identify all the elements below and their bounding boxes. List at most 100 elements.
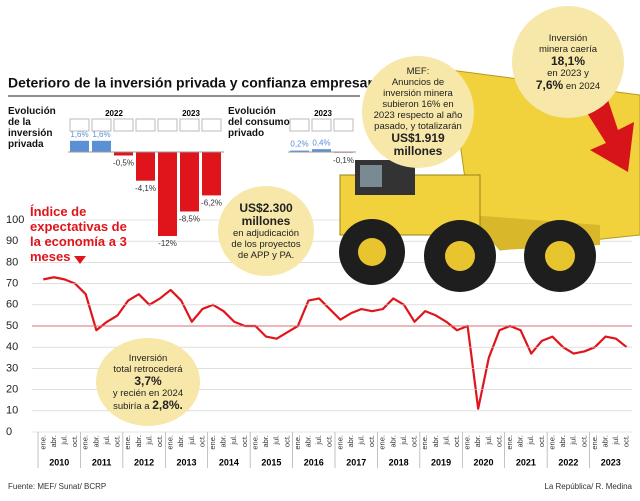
note-text: de los proyectos — [231, 238, 301, 250]
category-box — [157, 118, 178, 132]
x-tick-label: jul. — [229, 435, 238, 446]
year-label: 2022 — [558, 457, 578, 467]
value-label: 0,4% — [312, 138, 330, 147]
category-box — [135, 118, 156, 132]
source: Fuente: MEF/ Sunat/ BCRP — [8, 482, 106, 491]
x-tick-label: jul. — [60, 435, 69, 446]
category-box — [311, 118, 332, 132]
value-label: 1,6% — [92, 130, 110, 139]
chart-title: Evolución del consumo privado — [228, 106, 290, 139]
x-tick-label: ene. — [208, 435, 217, 450]
y-tick-label: 30 — [6, 362, 18, 374]
y-tick-label: 10 — [6, 405, 18, 417]
bar — [136, 152, 155, 181]
x-tick-label: abr. — [261, 435, 270, 448]
group-label: 2023 — [182, 109, 200, 118]
value-label: -4,1% — [135, 184, 156, 193]
x-tick-label: oct. — [282, 435, 291, 447]
x-tick-label: abr. — [516, 435, 525, 448]
x-tick-label: jul. — [441, 435, 450, 446]
chart-title: Evolución de la inversión privada — [8, 106, 56, 150]
page-title: Deterioro de la inversión privada y conf… — [8, 75, 388, 91]
year-label: 2021 — [516, 457, 536, 467]
x-tick-label: oct. — [537, 435, 546, 447]
bar — [290, 150, 309, 152]
note-text: 2,8%. — [152, 397, 183, 412]
note-text: pasado, y totalizarán — [374, 121, 462, 132]
value-label: -0,1% — [333, 156, 354, 165]
x-tick-label: oct. — [113, 435, 122, 447]
x-tick-label: abr. — [431, 435, 440, 448]
year-label: 2018 — [389, 457, 409, 467]
x-tick-label: oct. — [494, 435, 503, 447]
category-box — [201, 118, 222, 132]
x-tick-label: oct. — [155, 435, 164, 447]
note-text: Anuncios de — [391, 77, 445, 88]
bar — [114, 152, 133, 156]
x-tick-label: ene. — [38, 435, 47, 450]
x-tick-label: oct. — [452, 435, 461, 447]
year-label: 2020 — [473, 457, 493, 467]
note-bubble: Inversión total retrocederá 3,7% y recié… — [96, 338, 200, 426]
x-tick-label: jul. — [314, 435, 323, 446]
y-tick-label: 80 — [6, 256, 18, 268]
note-text: minera caería — [538, 43, 598, 55]
bar — [92, 140, 111, 152]
year-label: 2023 — [601, 457, 621, 467]
x-tick-label: ene. — [81, 435, 90, 450]
x-tick-label: ene. — [250, 435, 259, 450]
note-text: 7,6% — [535, 77, 564, 92]
x-tick-label: oct. — [622, 435, 631, 447]
bar — [158, 152, 177, 236]
note-text: en adjudicación — [232, 227, 300, 239]
value-label: 1,6% — [70, 130, 88, 139]
x-tick-label: jul. — [102, 435, 111, 446]
line-series — [43, 276, 628, 410]
year-label: 2011 — [92, 457, 112, 467]
y-tick-label: 70 — [6, 278, 18, 290]
x-tick-label: abr. — [388, 435, 397, 448]
note-text: MEF: — [406, 66, 430, 77]
year-label: 2012 — [134, 457, 154, 467]
category-box — [333, 118, 354, 132]
x-tick-label: oct. — [367, 435, 376, 447]
x-tick-label: ene. — [420, 435, 429, 450]
year-label: 2016 — [304, 457, 324, 467]
category-box — [69, 118, 90, 132]
x-tick-label: oct. — [197, 435, 206, 447]
value-label: -0,5% — [113, 159, 134, 168]
note-bubble: US$2.300 millones en adjudicación de los… — [218, 186, 314, 276]
note-text: en 2024 — [565, 80, 601, 92]
note-text: subieron 16% en — [382, 99, 454, 110]
note-text: millones — [393, 144, 443, 158]
value-label: -8,5% — [179, 215, 200, 224]
x-tick-label: jul. — [187, 435, 196, 446]
x-tick-label: ene. — [123, 435, 132, 450]
x-tick-label: ene. — [378, 435, 387, 450]
note-text: y recién en 2024 — [112, 387, 184, 399]
pointer — [74, 256, 86, 264]
x-tick-label: jul. — [357, 435, 366, 446]
x-tick-label: abr. — [49, 435, 58, 448]
x-tick-label: ene. — [505, 435, 514, 450]
category-box — [289, 118, 310, 132]
bar — [312, 149, 331, 152]
note-text: 3,7% — [134, 373, 162, 388]
note-bubble: Inversión minera caería 18,1% en 2023 y … — [512, 6, 624, 118]
note-bubble: MEF: Anuncios de inversión minera subier… — [362, 56, 474, 168]
category-box — [91, 118, 112, 132]
note-text: en 2023 y — [547, 67, 589, 79]
x-tick-label: jul. — [272, 435, 281, 446]
x-tick-label: ene. — [335, 435, 344, 450]
x-tick-label: jul. — [569, 435, 578, 446]
bar — [180, 152, 199, 212]
x-tick-label: oct. — [410, 435, 419, 447]
value-label: -12% — [158, 239, 177, 248]
category-box — [179, 118, 200, 132]
year-label: 2019 — [431, 457, 451, 467]
y-tick-label: 40 — [6, 341, 18, 353]
year-label: 2013 — [176, 457, 196, 467]
x-tick-label: abr. — [303, 435, 312, 448]
